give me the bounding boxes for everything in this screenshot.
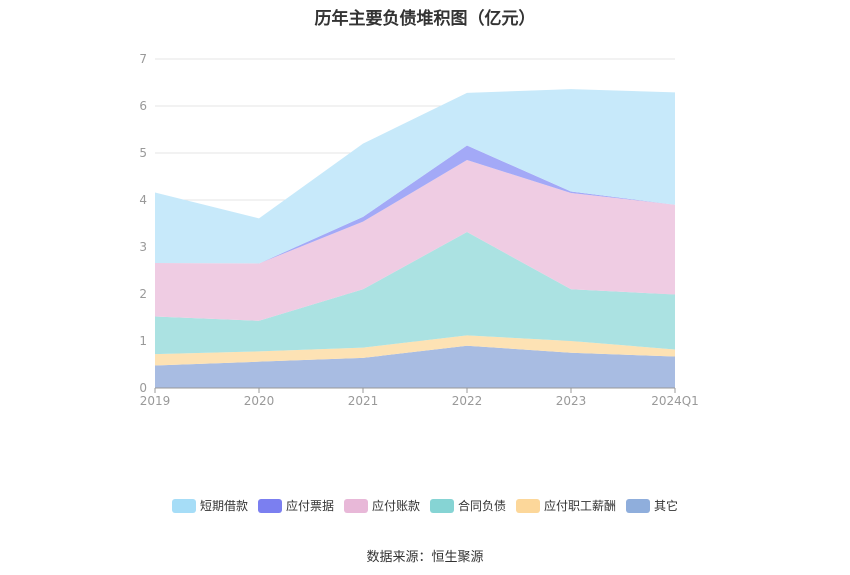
legend-item[interactable]: 应付票据: [257, 497, 334, 514]
legend-label: 应付票据: [285, 499, 334, 513]
data-source-note: 数据来源：恒生聚源: [366, 550, 484, 565]
legend-item[interactable]: 合同负债: [430, 497, 506, 514]
x-tick-label: 2024Q1: [651, 394, 699, 408]
y-tick-label: 6: [139, 99, 147, 113]
chart-title: 历年主要负债堆积图（亿元）: [314, 9, 536, 29]
x-tick-label: 2023: [556, 394, 587, 408]
area-series-短期借款: [155, 89, 675, 264]
y-tick-label: 2: [139, 287, 147, 301]
x-tick-label: 2020: [244, 394, 275, 408]
x-tick-label: 2021: [348, 394, 379, 408]
y-tick-label: 7: [139, 52, 147, 66]
legend-swatch: [257, 498, 282, 513]
y-tick-label: 4: [139, 193, 147, 207]
area-series-合同负债: [155, 231, 675, 355]
legend-label: 其它: [654, 499, 679, 513]
legend-swatch: [430, 498, 454, 513]
y-tick-label: 0: [139, 381, 147, 395]
y-tick-label: 3: [139, 240, 147, 254]
legend-swatch: [171, 498, 196, 513]
legend-label: 合同负债: [458, 499, 507, 513]
x-tick-label: 2022: [452, 394, 483, 408]
area-series-应付账款: [155, 160, 675, 321]
legend-swatch: [516, 498, 541, 513]
chart-legend: 短期借款 应付票据 应付账款 合同负债 应付职工薪酬 其它: [0, 497, 850, 514]
legend-label: 应付职工薪酬: [544, 499, 617, 513]
legend-label: 短期借款: [199, 499, 248, 513]
legend-swatch: [343, 498, 368, 513]
legend-item[interactable]: 其它: [626, 497, 678, 514]
area-chart: 0 1 2 3 4 5 6 7 2019 2020 2021 2022 2023 2024Q1: [139, 52, 699, 408]
legend-item[interactable]: 应付账款: [343, 497, 420, 514]
y-tick-label: 5: [139, 146, 147, 160]
legend-item[interactable]: 应付职工薪酬: [516, 497, 616, 514]
area-series-应付职工薪酬: [155, 335, 675, 366]
legend-swatch: [626, 498, 651, 513]
y-tick-label: 1: [139, 334, 147, 348]
area-series-其它: [155, 345, 675, 388]
legend-label: 应付账款: [371, 499, 420, 513]
x-tick-label: 2019: [140, 394, 171, 408]
legend-item[interactable]: 短期借款: [171, 497, 248, 514]
